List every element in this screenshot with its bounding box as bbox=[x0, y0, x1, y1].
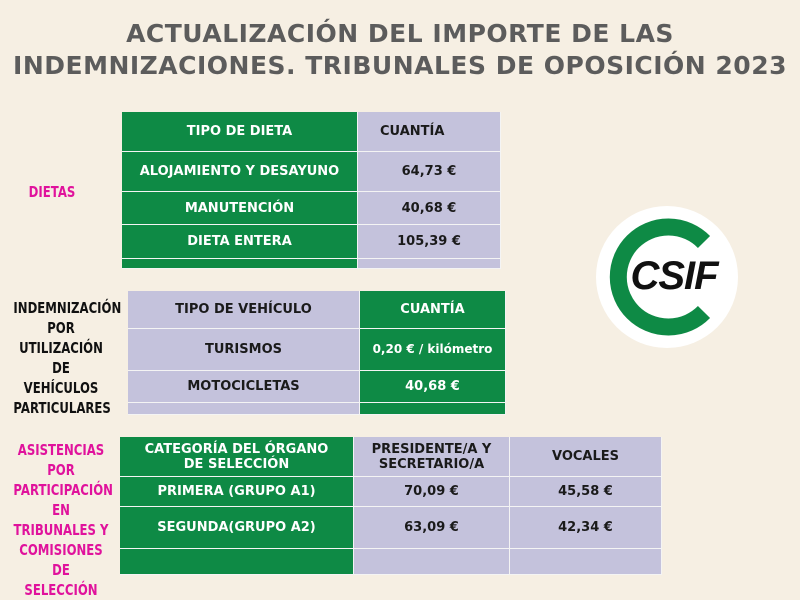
asistencias-label-line-4: COMISIONES DE bbox=[19, 541, 103, 579]
title-line-1: ACTUALIZACIÓN DEL IMPORTE DE LAS bbox=[126, 19, 674, 48]
csif-logo: CSIF bbox=[596, 206, 738, 348]
dietas-label: DIETAS bbox=[28, 183, 76, 201]
asistencias-row-3-categoria bbox=[120, 549, 354, 575]
dietas-row-2-cuantia: 40,68 € bbox=[358, 192, 501, 225]
vehiculos-header-tipo: TIPO DE VEHÍCULO bbox=[128, 291, 360, 329]
dietas-table: TIPO DE DIETA CUANTÍA ALOJAMIENTO Y DESA… bbox=[122, 112, 501, 269]
vehiculos-table: TIPO DE VEHÍCULO CUANTÍA TURISMOS 0,20 €… bbox=[128, 291, 506, 415]
dietas-row-3-tipo: DIETA ENTERA bbox=[122, 225, 358, 259]
asistencias-row-2-vocales: 42,34 € bbox=[510, 507, 662, 549]
asistencias-row-1-categoria: PRIMERA (GRUPO A1) bbox=[120, 477, 354, 507]
asistencias-table: CATEGORÍA DEL ÓRGANO DE SELECCIÓN PRESID… bbox=[120, 437, 662, 575]
title-line-2: INDEMNIZACIONES. TRIBUNALES DE OPOSICIÓN… bbox=[13, 51, 787, 80]
asistencias-row-2-categoria: SEGUNDA(GRUPO A2) bbox=[120, 507, 354, 549]
asistencias-label-line-5: SELECCIÓN bbox=[24, 581, 98, 599]
vehiculos-label: INDEMNIZACIÓN POR UTILIZACIÓN DE VEHÍCUL… bbox=[13, 298, 122, 418]
page-title: ACTUALIZACIÓN DEL IMPORTE DE LAS INDEMNI… bbox=[0, 18, 800, 82]
asistencias-row-3-vocales bbox=[510, 549, 662, 575]
asistencias-row-1-presidente: 70,09 € bbox=[354, 477, 510, 507]
vehiculos-label-line-2: POR bbox=[47, 319, 75, 337]
dietas-row-1-tipo: ALOJAMIENTO Y DESAYUNO bbox=[122, 152, 358, 192]
asistencias-header-categoria: CATEGORÍA DEL ÓRGANO DE SELECCIÓN bbox=[120, 437, 354, 477]
dietas-row-3-cuantia: 105,39 € bbox=[358, 225, 501, 259]
asistencias-row-1-vocales: 45,58 € bbox=[510, 477, 662, 507]
vehiculos-row-3-cuantia bbox=[360, 403, 506, 415]
asistencias-row-3-presidente bbox=[354, 549, 510, 575]
vehiculos-label-line-5: PARTICULARES bbox=[13, 399, 111, 417]
asistencias-header-vocales: VOCALES bbox=[510, 437, 662, 477]
vehiculos-label-line-1: INDEMNIZACIÓN bbox=[13, 299, 122, 317]
dietas-row-2-tipo: MANUTENCIÓN bbox=[122, 192, 358, 225]
dietas-row-4-cuantia bbox=[358, 259, 501, 269]
csif-logo-text: CSIF bbox=[630, 254, 720, 298]
asistencias-label-line-2: PARTICIPACIÓN EN bbox=[13, 481, 113, 519]
csif-logo-graphic: CSIF bbox=[609, 218, 721, 336]
asistencias-label-line-3: TRIBUNALES Y bbox=[13, 521, 109, 539]
dietas-row-4-tipo bbox=[122, 259, 358, 269]
vehiculos-row-3-tipo bbox=[128, 403, 360, 415]
vehiculos-header-cuantia: CUANTÍA bbox=[360, 291, 506, 329]
vehiculos-row-1-cuantia: 0,20 € / kilómetro bbox=[360, 329, 506, 371]
dietas-row-1-cuantia: 64,73 € bbox=[358, 152, 501, 192]
vehiculos-label-line-4: VEHÍCULOS bbox=[23, 379, 99, 397]
asistencias-header-presidente: PRESIDENTE/A Y SECRETARIO/A bbox=[354, 437, 510, 477]
vehiculos-label-line-3: UTILIZACIÓN DE bbox=[19, 339, 103, 377]
vehiculos-row-1-tipo: TURISMOS bbox=[128, 329, 360, 371]
vehiculos-row-2-tipo: MOTOCICLETAS bbox=[128, 371, 360, 403]
asistencias-label-line-1: ASISTENCIAS POR bbox=[17, 441, 105, 479]
dietas-header-tipo: TIPO DE DIETA bbox=[122, 112, 358, 152]
asistencias-row-2-presidente: 63,09 € bbox=[354, 507, 510, 549]
csif-logo-ring bbox=[609, 218, 711, 336]
asistencias-label: ASISTENCIAS POR PARTICIPACIÓN EN TRIBUNA… bbox=[13, 440, 113, 600]
dietas-header-cuantia: CUANTÍA bbox=[358, 112, 501, 152]
vehiculos-row-2-cuantia: 40,68 € bbox=[360, 371, 506, 403]
